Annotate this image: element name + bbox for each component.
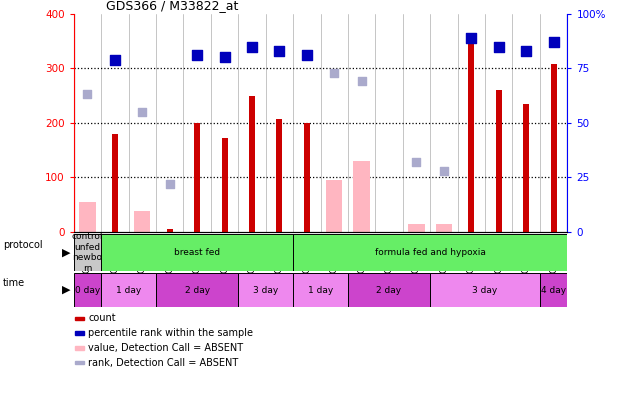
Point: [192, 52, 203, 58]
Point: [329, 69, 339, 76]
Bar: [495, 90, 502, 232]
Text: 3 day: 3 day: [472, 286, 497, 295]
Point: [438, 168, 449, 174]
Text: rank, Detection Call = ABSENT: rank, Detection Call = ABSENT: [88, 358, 238, 368]
Point: [549, 39, 559, 45]
Bar: [101, 273, 156, 307]
Point: [412, 159, 422, 165]
Text: 2 day: 2 day: [376, 286, 402, 295]
Point: [494, 43, 504, 50]
Bar: [408, 224, 425, 232]
Bar: [101, 234, 293, 271]
Point: [466, 34, 476, 41]
Text: control
unfed
newbo
rn: control unfed newbo rn: [72, 232, 103, 272]
Bar: [167, 229, 172, 232]
Bar: [436, 224, 452, 232]
Bar: [551, 64, 556, 232]
Text: 0 day: 0 day: [75, 286, 100, 295]
Bar: [156, 273, 238, 307]
Bar: [76, 331, 84, 335]
Text: 3 day: 3 day: [253, 286, 278, 295]
Text: breast fed: breast fed: [174, 248, 220, 257]
Point: [82, 91, 92, 97]
Text: 1 day: 1 day: [308, 286, 333, 295]
Point: [110, 56, 120, 63]
Bar: [238, 273, 293, 307]
Text: percentile rank within the sample: percentile rank within the sample: [88, 328, 253, 338]
Point: [219, 54, 229, 61]
Text: formula fed and hypoxia: formula fed and hypoxia: [375, 248, 486, 257]
Text: value, Detection Call = ABSENT: value, Detection Call = ABSENT: [88, 343, 244, 353]
Text: ▶: ▶: [62, 285, 71, 295]
Bar: [430, 273, 540, 307]
Bar: [79, 202, 96, 232]
Bar: [293, 234, 567, 271]
Bar: [74, 234, 101, 271]
Point: [302, 52, 312, 58]
Bar: [348, 273, 430, 307]
Point: [274, 48, 285, 54]
Bar: [304, 123, 310, 232]
Bar: [249, 95, 255, 232]
Bar: [194, 123, 200, 232]
Text: 4 day: 4 day: [541, 286, 566, 295]
Point: [521, 48, 531, 54]
Bar: [76, 346, 84, 350]
Bar: [76, 317, 84, 320]
Bar: [293, 273, 348, 307]
Point: [247, 43, 257, 50]
Point: [165, 181, 175, 187]
Text: time: time: [3, 278, 26, 288]
Text: 2 day: 2 day: [185, 286, 210, 295]
Bar: [540, 273, 567, 307]
Text: GDS366 / M33822_at: GDS366 / M33822_at: [106, 0, 238, 12]
Bar: [353, 161, 370, 232]
Text: 1 day: 1 day: [116, 286, 141, 295]
Point: [356, 78, 367, 84]
Bar: [134, 211, 151, 232]
Bar: [76, 361, 84, 364]
Bar: [469, 41, 474, 232]
Bar: [326, 180, 342, 232]
Bar: [523, 104, 529, 232]
Text: count: count: [88, 313, 116, 323]
Point: [137, 109, 147, 115]
Text: ▶: ▶: [62, 248, 71, 257]
Bar: [222, 138, 228, 232]
Bar: [74, 273, 101, 307]
Bar: [112, 133, 118, 232]
Bar: [276, 119, 283, 232]
Text: protocol: protocol: [3, 240, 43, 250]
